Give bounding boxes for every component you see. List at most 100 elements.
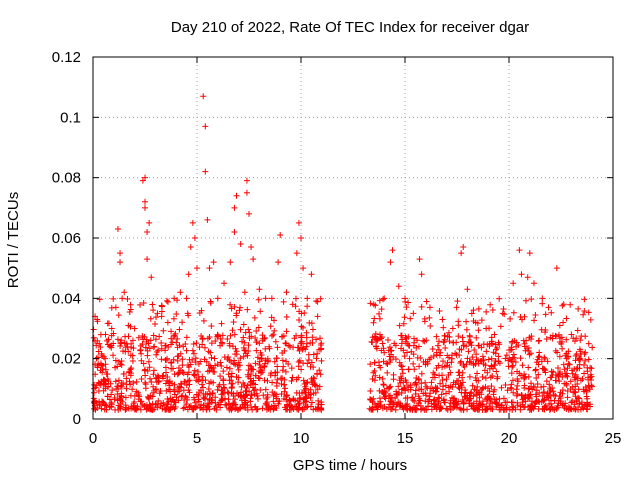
data-point [444,406,451,413]
data-point [313,336,320,343]
data-point [409,394,416,401]
data-point [580,311,587,318]
data-point [173,311,180,318]
data-point [127,306,134,313]
data-point [509,358,516,365]
data-point [312,382,319,389]
data-point [101,377,108,384]
data-point [242,329,249,336]
data-point [164,355,171,362]
data-point [488,396,495,403]
x-tick-label: 0 [89,430,97,447]
data-point [560,361,567,368]
data-point [370,369,377,376]
data-point [174,335,181,342]
data-point [153,351,160,358]
data-point [540,397,547,404]
data-point [310,351,317,358]
data-point [416,386,423,393]
data-point [565,403,572,410]
data-point [214,295,221,302]
data-point [98,405,105,412]
data-point [439,316,446,323]
data-point [413,344,420,351]
data-point [126,378,133,385]
data-point [465,348,472,355]
data-point [246,210,252,217]
data-point [309,334,316,341]
data-point [456,352,463,359]
data-point [397,379,404,386]
data-point [457,380,464,387]
data-point [547,385,554,392]
data-point [152,336,159,343]
data-point [376,310,383,317]
data-point [543,378,550,385]
data-point [378,306,385,313]
data-point [298,235,304,241]
data-point [247,375,254,382]
data-point [587,374,594,381]
data-point [370,301,377,308]
data-point [575,305,582,312]
data-point [398,363,405,370]
data-point [398,362,405,369]
data-point [467,390,474,397]
data-point [199,336,206,343]
data-point [277,375,284,382]
data-point [421,318,428,325]
data-point [449,325,456,332]
data-point [513,343,520,350]
data-point [553,265,560,272]
data-point [484,385,491,392]
data-point [124,295,131,302]
data-points [90,93,596,413]
data-point [475,327,482,334]
data-point [142,379,149,386]
data-point [99,366,106,373]
data-point [369,406,376,413]
data-point [294,398,301,405]
data-point [179,319,186,326]
data-point [511,337,518,344]
data-point [124,343,131,350]
data-point [550,369,557,376]
data-point [528,398,535,405]
data-point [283,313,290,320]
data-point [559,345,566,352]
data-point [282,368,289,375]
data-point [252,386,259,393]
data-point [379,340,386,347]
data-point [187,361,194,368]
data-point [429,374,436,381]
data-point [301,389,308,396]
data-point [94,316,101,323]
data-point [264,399,271,406]
data-point [271,327,278,334]
data-point [150,383,157,390]
data-point [390,354,397,361]
data-point [578,377,584,384]
data-point [380,381,387,388]
data-point [142,174,148,181]
data-point [155,378,162,385]
data-point [251,314,258,321]
data-point [470,405,477,412]
data-point [227,259,234,266]
data-point [134,405,141,412]
data-point [573,335,580,342]
data-point [158,313,165,320]
data-point [536,389,543,396]
data-point [416,363,423,370]
data-point [144,256,151,263]
data-point [182,378,189,385]
data-point [189,406,196,413]
data-point [190,341,197,348]
data-point [200,93,207,100]
data-point [159,375,166,382]
data-point [199,341,206,348]
data-point [532,366,539,373]
data-point [176,342,183,349]
data-point [482,383,489,390]
data-point [228,370,235,377]
